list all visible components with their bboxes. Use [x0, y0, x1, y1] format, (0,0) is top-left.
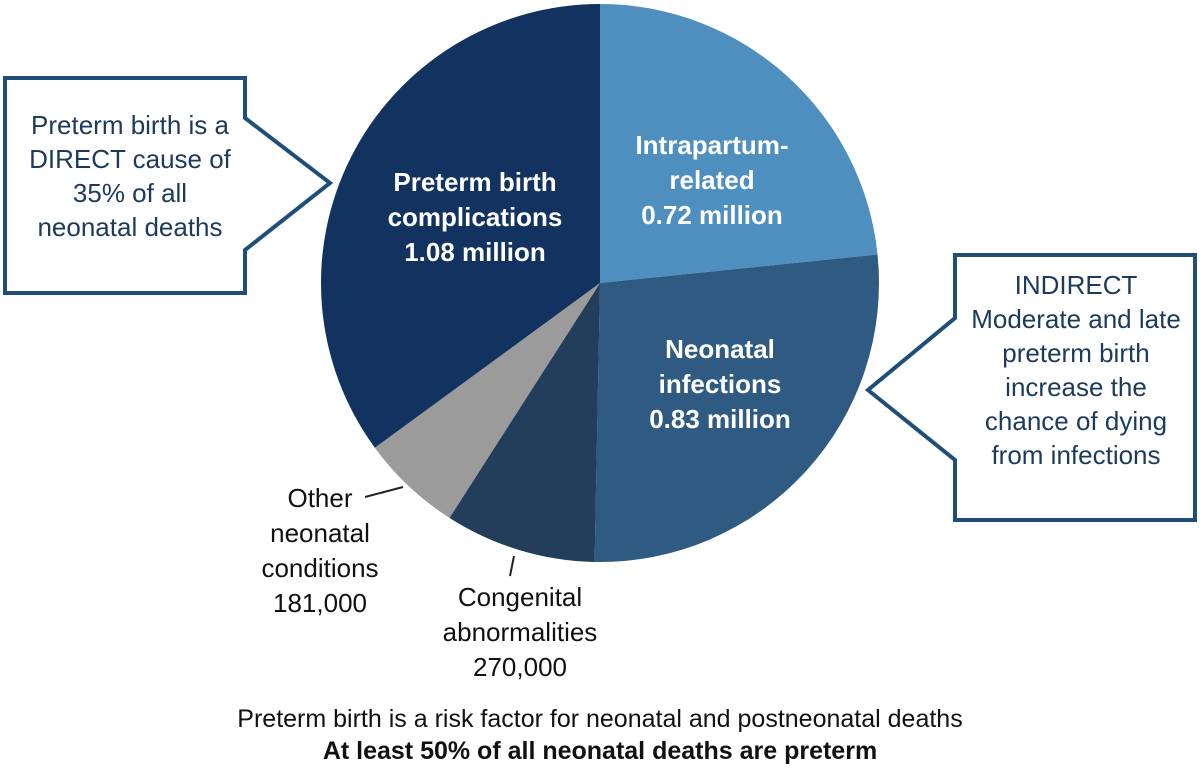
caption: Preterm birth is a risk factor for neona…	[237, 705, 963, 733]
slice-label: Preterm birth complications 1.08 million	[360, 165, 590, 270]
category-label: Intrapartum-related	[635, 130, 789, 195]
pie	[320, 4, 879, 563]
slice-label: Congenital abnormalities 270,000	[410, 580, 630, 685]
category-label: Neonatal infections	[658, 334, 782, 399]
leader-line	[364, 486, 404, 498]
category-label: Preterm birth complications	[387, 167, 563, 232]
value-label: 270,000	[473, 652, 567, 682]
category-label: Other neonatal conditions	[261, 483, 379, 583]
slice-label: Neonatal infections 0.83 million	[630, 332, 810, 437]
slice-label: Intrapartum-related 0.72 million	[612, 128, 812, 233]
pie-slice	[600, 4, 878, 283]
value-label: 0.83 million	[649, 404, 791, 434]
category-label: Congenital abnormalities	[442, 582, 598, 647]
pie-slice	[374, 283, 600, 518]
value-label: 181,000	[273, 588, 367, 618]
right-callout	[864, 253, 1197, 522]
pie-slice	[449, 283, 600, 562]
annotation: INDIRECT Moderate and late preterm birth…	[971, 270, 1181, 470]
annotation: Preterm birth is a DIRECT cause of 35% o…	[29, 110, 231, 242]
caption: At least 50% of all neonatal deaths are …	[322, 737, 878, 765]
value-label: 0.72 million	[641, 200, 783, 230]
pie-slice	[594, 254, 879, 563]
left-callout	[3, 76, 334, 295]
pie-slice	[320, 4, 600, 448]
value-label: 1.08 million	[404, 237, 546, 267]
leader-line	[509, 555, 515, 577]
slice-label: Other neonatal conditions 181,000	[240, 481, 400, 621]
